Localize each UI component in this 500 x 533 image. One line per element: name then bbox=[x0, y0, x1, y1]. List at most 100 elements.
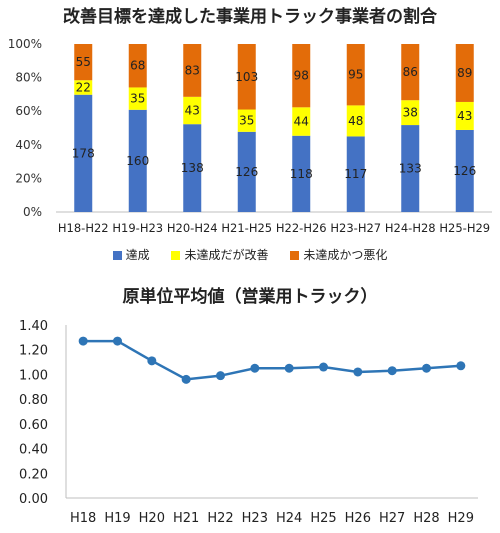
series-line bbox=[83, 339, 461, 381]
stacked-chart-title: 改善目標を達成した事業用トラック事業者の割合 bbox=[63, 7, 437, 27]
bar-data-label: 160 bbox=[126, 154, 149, 168]
bar-segment bbox=[237, 109, 256, 132]
bar-data-label: 103 bbox=[235, 70, 258, 84]
bar-segment bbox=[128, 44, 147, 88]
x-tick-label: H21 bbox=[173, 511, 199, 526]
legend-label-worsened: 未達成かつ悪化 bbox=[303, 248, 388, 262]
x-tick-label: H29 bbox=[448, 511, 474, 526]
y-tick-label: 40% bbox=[15, 138, 42, 152]
stacked-chart-legend: 達成 未達成だが改善 未達成かつ悪化 bbox=[0, 246, 500, 263]
bar-segment bbox=[237, 44, 256, 110]
stacked-bar-plot: 0% 20% 40% 60% 80% 100% 178 22 55 H18-H22 160 35 68 H… bbox=[8, 37, 492, 235]
y-tick-label: 0.80 bbox=[19, 393, 48, 408]
bar-data-label: 98 bbox=[294, 69, 309, 83]
data-point bbox=[387, 366, 397, 376]
bar-data-label: 126 bbox=[453, 164, 476, 178]
bar-segment bbox=[74, 94, 93, 212]
y-tick-label: 60% bbox=[15, 104, 42, 118]
bar-segment bbox=[401, 44, 420, 101]
x-tick-label: H24-H28 bbox=[385, 221, 436, 235]
line-chart: 原単位平均値（営業用トラック） 0.00 0.20 0.40 0.60 0.80 1.00… bbox=[0, 280, 500, 533]
x-tick-label: H25 bbox=[310, 511, 336, 526]
x-tick-label: H22 bbox=[207, 511, 233, 526]
data-point bbox=[250, 363, 260, 373]
x-tick-label: H20 bbox=[139, 511, 165, 526]
y-tick-label: 1.20 bbox=[19, 344, 48, 359]
bar-data-label: 68 bbox=[130, 59, 145, 73]
x-tick-label: H19 bbox=[104, 511, 130, 526]
bar-data-label: 126 bbox=[235, 165, 258, 179]
y-tick-label: 1.00 bbox=[19, 368, 48, 383]
data-point bbox=[319, 362, 328, 372]
bar-data-label: 86 bbox=[403, 65, 418, 79]
bar-data-label: 38 bbox=[403, 106, 418, 120]
legend-item-achieved: 達成 bbox=[112, 246, 150, 263]
y-tick-label: 0.40 bbox=[19, 443, 48, 458]
y-tick-label: 0.60 bbox=[19, 418, 48, 433]
bar-data-label: 117 bbox=[344, 167, 367, 181]
legend-swatch-improved bbox=[171, 251, 181, 260]
bar-segment bbox=[346, 136, 365, 212]
bar-segment bbox=[292, 44, 311, 108]
legend-swatch-worsened bbox=[290, 251, 300, 260]
data-point bbox=[181, 374, 191, 384]
bar-segment bbox=[183, 44, 202, 97]
bar-segment bbox=[455, 101, 474, 130]
data-point bbox=[456, 361, 466, 371]
bar-data-label: 55 bbox=[76, 55, 91, 69]
data-point bbox=[147, 356, 157, 366]
legend-swatch-achieved bbox=[112, 251, 122, 260]
x-tick-label: H20-H24 bbox=[167, 221, 218, 235]
bar-segment bbox=[128, 87, 147, 110]
bar-data-label: 133 bbox=[399, 162, 422, 176]
bar-segment bbox=[346, 105, 365, 137]
bar-segment bbox=[74, 80, 93, 95]
bar-data-label: 22 bbox=[76, 80, 91, 94]
x-tick-label: H23 bbox=[242, 511, 268, 526]
y-tick-label: 100% bbox=[8, 37, 42, 51]
y-tick-label: 1.40 bbox=[19, 319, 48, 334]
x-tick-label: H27 bbox=[379, 511, 405, 526]
x-tick-label: H21-H25 bbox=[221, 221, 272, 235]
x-tick-label: H22-H26 bbox=[276, 221, 327, 235]
bar-data-label: 35 bbox=[239, 114, 254, 128]
x-tick-label: H23-H27 bbox=[330, 221, 381, 235]
legend-label-achieved: 達成 bbox=[125, 248, 150, 262]
bar-data-label: 178 bbox=[72, 146, 95, 160]
y-tick-label: 80% bbox=[15, 71, 42, 85]
x-tick-label: H26 bbox=[345, 511, 371, 526]
bar-data-label: 43 bbox=[185, 104, 200, 118]
x-tick-label: H28 bbox=[413, 511, 439, 526]
bar-data-label: 95 bbox=[348, 68, 363, 82]
bar-data-label: 35 bbox=[130, 92, 145, 106]
bar-segment bbox=[237, 131, 256, 212]
y-tick-label: 0.00 bbox=[19, 492, 48, 507]
y-tick-label: 20% bbox=[15, 171, 42, 185]
x-tick-label: H18 bbox=[70, 511, 96, 526]
bar-segment bbox=[401, 125, 420, 212]
data-point bbox=[422, 363, 431, 373]
bar-data-label: 43 bbox=[457, 109, 472, 123]
bar-data-label: 48 bbox=[348, 114, 363, 128]
bar-segment bbox=[346, 44, 365, 106]
bar-segment bbox=[128, 109, 147, 212]
data-point bbox=[216, 371, 225, 381]
bar-segment bbox=[183, 124, 202, 212]
x-tick-label: H19-H23 bbox=[112, 221, 163, 235]
bar-data-label: 138 bbox=[181, 161, 204, 175]
line-chart-title: 原単位平均値（営業用トラック） bbox=[122, 287, 378, 307]
x-tick-label: H25-H29 bbox=[439, 221, 490, 235]
data-point bbox=[284, 363, 294, 373]
legend-item-improved: 未達成だが改善 bbox=[171, 246, 269, 263]
bar-data-label: 89 bbox=[457, 66, 472, 80]
line-plot: 0.00 0.20 0.40 0.60 0.80 1.00 1.20 1.40 H18 H19 H2… bbox=[19, 319, 478, 526]
bar-data-label: 44 bbox=[294, 115, 309, 129]
bar-segment bbox=[401, 100, 420, 126]
data-point bbox=[113, 336, 122, 346]
bar-data-label: 83 bbox=[185, 63, 200, 77]
bar-segment bbox=[183, 96, 202, 125]
data-point bbox=[78, 336, 88, 346]
legend-item-worsened: 未達成かつ悪化 bbox=[290, 246, 387, 263]
x-tick-label: H18-H22 bbox=[58, 221, 109, 235]
bar-segment bbox=[292, 135, 311, 212]
